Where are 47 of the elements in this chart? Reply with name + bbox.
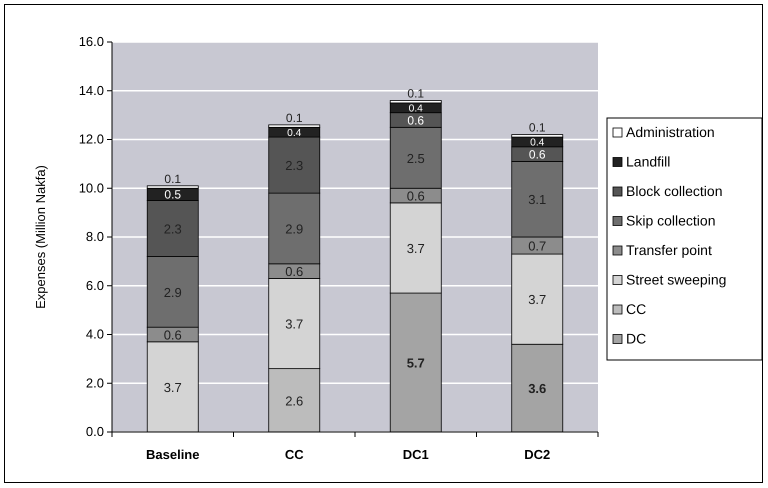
x-tick-label: DC2 — [524, 447, 550, 462]
y-tick-label: 2.0 — [86, 375, 104, 390]
legend-label: Transfer point — [626, 242, 712, 258]
data-label: 2.9 — [164, 284, 182, 300]
y-axis-title: Expenses (Million Nakfa) — [33, 165, 48, 309]
legend-label: DC — [626, 330, 646, 346]
data-label: 3.6 — [528, 381, 546, 396]
data-label: 3.7 — [406, 240, 425, 256]
data-label: 0.5 — [164, 188, 182, 202]
data-label: 2.6 — [285, 393, 304, 408]
y-tick-label: 4.0 — [86, 326, 104, 342]
data-label: 2.5 — [406, 150, 425, 166]
data-label: 5.7 — [406, 356, 425, 371]
data-label: 0.1 — [286, 110, 303, 125]
x-tick-label: DC1 — [402, 447, 429, 462]
data-label: 3.7 — [285, 316, 304, 332]
y-tick-label: 0.0 — [86, 424, 104, 440]
y-tick-label: 10.0 — [78, 180, 104, 196]
x-tick-label: CC — [284, 447, 304, 462]
data-label: 2.9 — [285, 221, 304, 236]
data-label: 0.1 — [407, 86, 424, 100]
legend-label: Block collection — [626, 183, 722, 199]
data-label: 3.1 — [528, 192, 546, 208]
data-label: 0.6 — [164, 328, 182, 342]
data-label: 0.6 — [528, 147, 546, 162]
legend-label: Skip collection — [626, 212, 716, 228]
legend-label: CC — [626, 301, 646, 317]
data-label: 0.6 — [285, 264, 304, 280]
data-label: 0.4 — [530, 138, 545, 149]
y-tick-label: 6.0 — [86, 278, 104, 293]
legend-label: Street sweeping — [626, 272, 726, 288]
data-label: 0.7 — [528, 238, 546, 254]
legend-label: Landfill — [626, 154, 670, 170]
data-label: 3.7 — [528, 292, 546, 308]
data-label: 0.1 — [528, 120, 546, 135]
y-tick-label: 12.0 — [78, 132, 104, 147]
legend-label: Administration — [626, 124, 715, 140]
data-label: 0.4 — [287, 128, 302, 139]
y-tick-label: 14.0 — [78, 82, 104, 98]
data-label: 0.6 — [407, 113, 424, 128]
data-label: 0.6 — [406, 188, 425, 204]
data-label: 3.7 — [164, 380, 182, 395]
y-tick-label: 16.0 — [78, 34, 104, 50]
data-label: 0.4 — [408, 104, 424, 115]
data-label: 0.1 — [164, 172, 182, 186]
x-tick-label: Baseline — [146, 447, 200, 462]
y-tick-label: 8.0 — [86, 229, 104, 244]
